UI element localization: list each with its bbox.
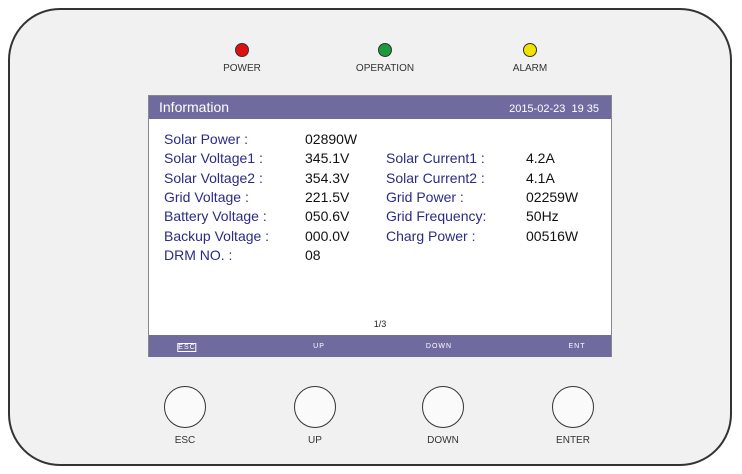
field-value: 02890W [305,131,358,147]
field-label: Solar Power : [164,131,249,147]
indicator-led [235,43,249,57]
field-label: Solar Current2 : [386,169,485,186]
button-label: DOWN [427,435,459,446]
field-label: Grid Frequency: [386,208,487,225]
field-label: Backup Voltage : [164,227,270,244]
field-value: 4.1A [526,169,555,186]
softkey-label: ESC [177,343,197,352]
datetime: 2015-02-23 19 35 [509,103,599,115]
field-label: Grid Power : [386,188,464,205]
field-label: DRM NO. : [164,246,233,263]
field-value: 00516W [526,227,579,244]
field-value: 354.3V [305,169,350,186]
field-label: Charg Power : [386,227,476,244]
field-label: Battery Voltage : [164,208,267,225]
button-label: UP [308,435,322,446]
indicator-led [378,43,392,57]
field-value: 050.6V [305,208,350,225]
field-value: 221.5V [305,188,350,205]
hardware-button[interactable] [552,386,594,428]
field-label: Solar Voltage2 : [164,169,263,186]
hardware-button[interactable] [422,386,464,428]
field-label: Solar Voltage1 : [164,150,263,167]
softkey-label: ENT [568,343,586,350]
hardware-button[interactable] [294,386,336,428]
field-label: Grid Voltage : [164,188,249,205]
screen-title: Information [159,99,230,115]
indicator-label: OPERATION [355,63,415,74]
field-value: 000.0V [305,227,350,244]
softkey-bar [149,335,611,357]
indicator-label: POWER [223,63,261,74]
display-screen: Information 2015-02-23 19 35 1/3 Solar P… [148,95,612,357]
field-value: 4.2A [526,150,555,167]
field-value: 50Hz [526,208,559,225]
header-bar [149,96,611,119]
hardware-button[interactable] [164,386,206,428]
indicator-led [523,43,537,57]
field-label: Solar Current1 : [386,150,485,167]
softkey-label: UP [313,343,325,350]
page-indicator: 1/3 [373,319,387,329]
field-value: 02259W [526,188,579,205]
softkey-label: DOWN [425,343,453,350]
indicator-label: ALARM [512,63,548,74]
field-value: 345.1V [305,150,350,167]
field-value: 08 [305,246,321,263]
button-label: ESC [174,435,196,446]
button-label: ENTER [556,435,590,446]
